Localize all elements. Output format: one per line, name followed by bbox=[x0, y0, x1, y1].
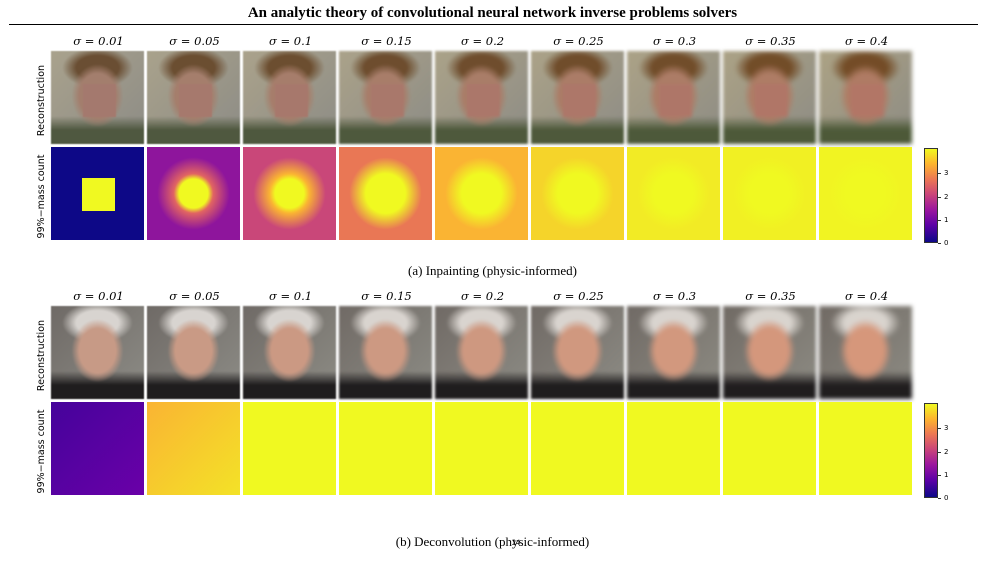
mass-count-map bbox=[435, 147, 528, 240]
inpainting-mask bbox=[659, 84, 692, 117]
mass-count-map bbox=[819, 402, 912, 495]
sigma-label: σ = 0.3 bbox=[652, 289, 697, 303]
mass-count-map bbox=[339, 402, 432, 495]
sigma-label: σ = 0.05 bbox=[169, 34, 220, 48]
sigma-label: σ = 0.35 bbox=[745, 34, 796, 48]
colorbar-tick-label: 3 bbox=[944, 424, 949, 432]
figure-caption: (a) Inpainting (physic-informed) bbox=[408, 263, 577, 278]
reconstruction-image bbox=[723, 51, 816, 144]
reconstruction-image bbox=[435, 51, 528, 144]
mass-count-map bbox=[723, 402, 816, 495]
sigma-label: σ = 0.05 bbox=[169, 289, 220, 303]
mass-count-map bbox=[339, 147, 432, 240]
row-label-mass-count: 99%−mass count bbox=[36, 409, 47, 494]
sigma-label: σ = 0.1 bbox=[268, 289, 313, 303]
colorbar bbox=[924, 403, 938, 498]
mass-count-map bbox=[819, 147, 912, 240]
sigma-label: σ = 0.01 bbox=[73, 289, 124, 303]
reconstruction-image bbox=[147, 51, 240, 144]
mass-count-map bbox=[147, 402, 240, 495]
sigma-label: σ = 0.3 bbox=[652, 34, 697, 48]
reconstruction-image bbox=[627, 51, 720, 144]
reconstruction-image bbox=[723, 306, 816, 399]
colorbar-tick-label: 1 bbox=[944, 216, 949, 224]
title-rule bbox=[9, 24, 978, 25]
sigma-label: σ = 0.15 bbox=[361, 289, 412, 303]
sigma-label: σ = 0.25 bbox=[553, 34, 604, 48]
sigma-label: σ = 0.35 bbox=[745, 289, 796, 303]
mass-count-map bbox=[147, 147, 240, 240]
reconstruction-image bbox=[531, 51, 624, 144]
figure-inpainting: σ = 0.01 σ = 0.05 σ = 0.1 σ = 0.15 σ = 0… bbox=[0, 33, 985, 283]
mass-count-map bbox=[51, 147, 144, 240]
mass-count-map bbox=[627, 147, 720, 240]
figure-caption: (b) Deconvolution (physic-informed) bbox=[395, 534, 590, 549]
mass-count-map bbox=[531, 402, 624, 495]
page-number: 24 bbox=[512, 538, 520, 547]
inpainting-mask bbox=[755, 84, 788, 117]
reconstruction-image bbox=[627, 306, 720, 399]
reconstruction-image bbox=[531, 306, 624, 399]
row-label-mass-count: 99%−mass count bbox=[36, 154, 47, 239]
reconstruction-image bbox=[243, 51, 336, 144]
mass-count-map bbox=[243, 402, 336, 495]
reconstruction-image bbox=[819, 51, 912, 144]
inpainting-mask bbox=[83, 84, 116, 117]
reconstruction-image bbox=[339, 306, 432, 399]
mass-count-map bbox=[627, 402, 720, 495]
mass-count-map bbox=[723, 147, 816, 240]
inpainting-mask bbox=[179, 84, 212, 117]
colorbar-tick-label: 2 bbox=[944, 193, 949, 201]
sigma-label: σ = 0.25 bbox=[553, 289, 604, 303]
inpainting-mask bbox=[371, 84, 404, 117]
figure-deconvolution: σ = 0.01 σ = 0.05 σ = 0.1 σ = 0.15 σ = 0… bbox=[0, 288, 985, 549]
inpainting-mask bbox=[467, 84, 500, 117]
mask-region bbox=[82, 178, 115, 211]
mass-count-map bbox=[51, 402, 144, 495]
colorbar bbox=[924, 148, 938, 243]
sigma-label: σ = 0.4 bbox=[844, 34, 889, 48]
reconstruction-image bbox=[819, 306, 912, 399]
sigma-label: σ = 0.01 bbox=[73, 34, 124, 48]
sigma-label: σ = 0.2 bbox=[460, 34, 505, 48]
colorbar-tick-label: 0 bbox=[944, 239, 949, 247]
mass-count-map bbox=[243, 147, 336, 240]
colorbar-tick-label: 2 bbox=[944, 448, 949, 456]
reconstruction-image bbox=[51, 306, 144, 399]
inpainting-mask bbox=[563, 84, 596, 117]
sigma-label: σ = 0.4 bbox=[844, 289, 889, 303]
sigma-label-row: σ = 0.01 σ = 0.05 σ = 0.1 σ = 0.15 σ = 0… bbox=[0, 288, 985, 304]
reconstruction-image bbox=[51, 51, 144, 144]
reconstruction-image bbox=[435, 306, 528, 399]
reconstruction-image bbox=[147, 306, 240, 399]
mass-count-map bbox=[435, 402, 528, 495]
colorbar-tick-label: 1 bbox=[944, 471, 949, 479]
sigma-label-row: σ = 0.01 σ = 0.05 σ = 0.1 σ = 0.15 σ = 0… bbox=[0, 33, 985, 49]
reconstruction-image bbox=[339, 51, 432, 144]
sigma-label: σ = 0.2 bbox=[460, 289, 505, 303]
sigma-label: σ = 0.15 bbox=[361, 34, 412, 48]
mass-count-map bbox=[531, 147, 624, 240]
row-label-reconstruction: Reconstruction bbox=[36, 64, 47, 137]
sigma-label: σ = 0.1 bbox=[268, 34, 313, 48]
paper-title: An analytic theory of convolutional neur… bbox=[247, 5, 738, 21]
reconstruction-image bbox=[243, 306, 336, 399]
colorbar-tick-label: 0 bbox=[944, 494, 949, 502]
inpainting-mask bbox=[851, 84, 884, 117]
inpainting-mask bbox=[275, 84, 308, 117]
colorbar-tick-label: 3 bbox=[944, 169, 949, 177]
row-label-reconstruction: Reconstruction bbox=[36, 319, 47, 392]
